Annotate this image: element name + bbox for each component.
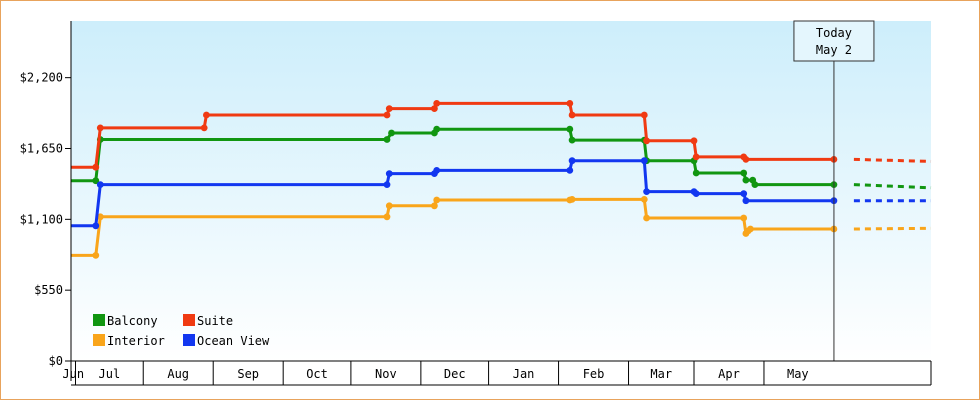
x-tick-label: Apr <box>718 367 740 381</box>
data-point-interior <box>385 202 393 210</box>
projection-line-balcony <box>853 183 932 190</box>
data-point-interior <box>383 213 391 221</box>
data-point-suite <box>568 111 576 119</box>
data-point-interior <box>92 252 100 259</box>
data-point-ocean-view <box>385 170 393 178</box>
x-tick-label: Feb <box>583 367 605 381</box>
y-tick-label: $550 <box>34 283 63 297</box>
data-point-balcony <box>742 176 750 184</box>
series-layer <box>71 100 932 259</box>
x-tick-label: May <box>787 367 809 381</box>
data-point-interior <box>747 225 754 233</box>
data-point-suite <box>431 105 438 112</box>
projection-line-interior <box>853 226 932 231</box>
data-point-interior <box>433 196 441 204</box>
data-point-interior <box>568 196 576 203</box>
legend-swatch-balcony <box>93 314 105 326</box>
data-point-interior <box>431 202 438 210</box>
data-point-suite <box>200 124 208 132</box>
data-point-ocean-view <box>383 181 391 189</box>
today-marker: Today May 2 <box>793 20 875 361</box>
x-tick-label: Nov <box>375 367 397 381</box>
data-point-suite <box>742 156 750 163</box>
x-tick-label: Jan <box>513 367 535 381</box>
legend-swatch-interior <box>93 334 105 346</box>
data-point-ocean-view <box>692 190 700 198</box>
data-point-suite <box>566 100 574 107</box>
x-tick-label: Mar <box>650 367 672 381</box>
plot-background <box>71 21 931 361</box>
data-point-ocean-view <box>566 167 574 174</box>
data-point-balcony <box>433 125 441 133</box>
data-point-ocean-view <box>643 188 650 196</box>
data-point-suite <box>383 111 391 119</box>
x-tick-label: Oct <box>306 367 328 381</box>
data-point-balcony <box>740 169 748 177</box>
data-point-suite <box>692 153 700 161</box>
y-tick-label: $0 <box>49 354 63 368</box>
data-point-ocean-view <box>640 157 648 165</box>
legend-swatch-ocean-view <box>183 334 195 346</box>
data-point-ocean-view <box>740 190 748 198</box>
legend-label-balcony: Balcony <box>107 314 158 328</box>
y-tick-label: $1,650 <box>20 142 63 156</box>
data-point-balcony <box>383 136 391 143</box>
x-tick-label: Aug <box>167 367 189 381</box>
data-point-ocean-view <box>568 157 576 165</box>
data-point-balcony <box>388 129 395 137</box>
data-point-ocean-view <box>433 167 441 174</box>
data-point-ocean-view <box>92 222 100 230</box>
today-label: Today <box>816 26 852 40</box>
x-tick-label: Sep <box>237 367 259 381</box>
y-tick-label: $2,200 <box>20 71 63 85</box>
data-point-ocean-view <box>742 197 750 205</box>
data-point-ocean-view <box>96 181 104 189</box>
data-point-suite <box>643 137 650 145</box>
data-point-interior <box>740 214 748 222</box>
legend-swatch-suite <box>183 314 195 326</box>
data-point-interior <box>640 196 648 203</box>
today-box <box>793 20 875 62</box>
data-point-suite <box>203 111 210 119</box>
x-tick-label: Jul <box>99 367 121 381</box>
data-point-balcony <box>92 177 100 185</box>
axes-layer: $0 $550 $1,100 $1,650 $2,200 Jun Jul Aug Sep Oct N… <box>20 21 932 386</box>
data-point-suite <box>385 105 393 112</box>
data-point-suite <box>92 163 100 171</box>
x-tick-label: Dec <box>444 367 466 381</box>
legend-label-suite: Suite <box>197 314 233 328</box>
legend-label-interior: Interior <box>107 334 165 348</box>
x-tick-label: Jun <box>62 367 84 381</box>
data-point-balcony <box>568 136 576 144</box>
data-point-suite <box>433 100 441 107</box>
y-tick-label: $1,100 <box>20 212 63 226</box>
data-point-suite <box>96 124 104 132</box>
data-point-interior <box>96 213 104 221</box>
data-point-interior <box>643 214 650 222</box>
legend-label-ocean-view: Ocean View <box>197 334 270 348</box>
data-point-suite <box>640 111 648 119</box>
series-line-ocean-view <box>71 159 834 228</box>
legend: Balcony Suite Interior Ocean View <box>93 314 270 348</box>
data-point-balcony <box>566 125 574 133</box>
series-line-suite <box>71 101 834 169</box>
data-point-suite <box>690 137 698 145</box>
data-point-balcony <box>692 169 700 177</box>
data-point-balcony <box>751 181 759 189</box>
today-date-label: May 2 <box>816 43 852 57</box>
projection-line-suite <box>853 157 932 163</box>
